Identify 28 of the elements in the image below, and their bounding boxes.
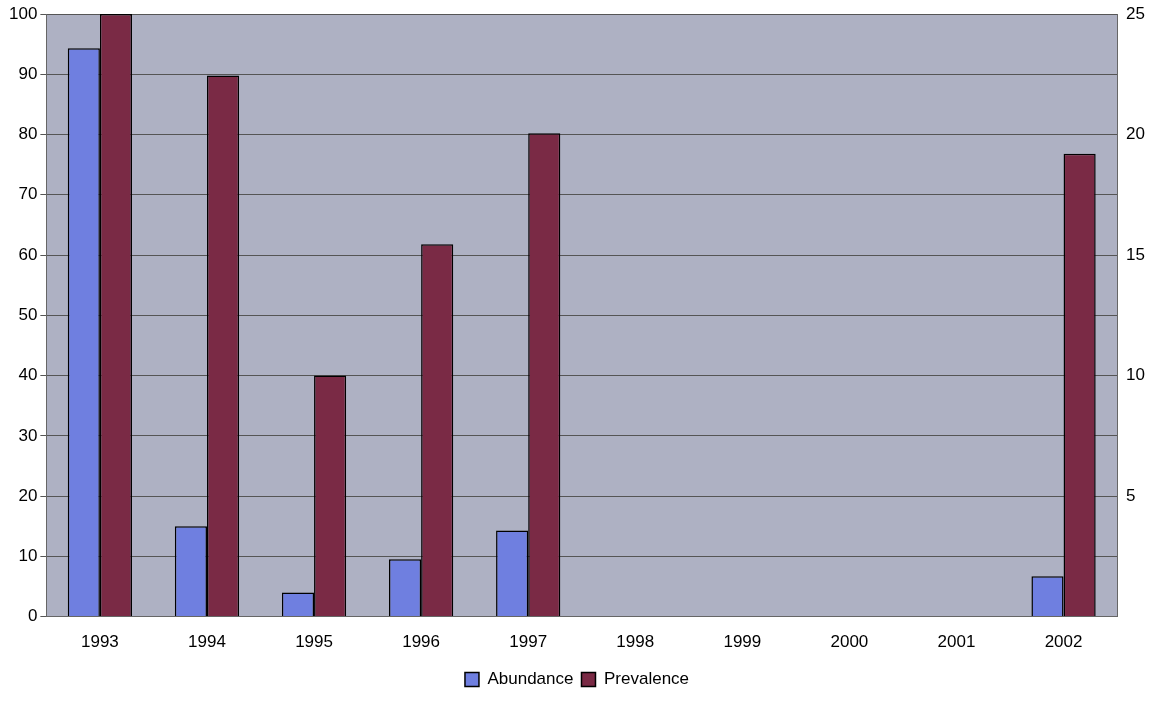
y-tick-label: 100 <box>8 3 38 23</box>
legend-label: Abundance <box>487 669 574 689</box>
y-tick-label: 0 <box>27 606 38 626</box>
y2-tick-label: 15 <box>1126 244 1146 264</box>
x-tick-label: 1998 <box>616 632 655 652</box>
y-tick-label: 50 <box>18 304 38 324</box>
x-tick-label: 1993 <box>80 632 119 652</box>
y2-tick-label: 5 <box>1126 485 1136 505</box>
y-tick-label: 20 <box>18 485 38 505</box>
y-tick-label: 30 <box>18 425 38 445</box>
y-tick-label: 90 <box>18 63 38 83</box>
y2-tick-label: 10 <box>1126 365 1146 385</box>
x-tick-label: 1996 <box>402 632 441 652</box>
x-tick-label: 2001 <box>937 632 976 652</box>
y-tick-label: 10 <box>18 546 38 566</box>
y2-tick-label: 20 <box>1126 124 1146 144</box>
x-tick-label: 1999 <box>723 632 762 652</box>
y-tick-label: 70 <box>18 184 38 204</box>
x-tick-label: 2000 <box>830 632 869 652</box>
x-tick-label: 1997 <box>509 632 548 652</box>
y-tick-label: 40 <box>18 365 38 385</box>
x-tick-label: 1994 <box>188 632 226 652</box>
x-tick-label: 1995 <box>295 632 333 652</box>
y-tick-label: 80 <box>18 124 38 144</box>
x-tick-label: 2002 <box>1044 632 1083 652</box>
y2-tick-label: 25 <box>1126 3 1146 23</box>
y-tick-label: 60 <box>18 244 38 264</box>
legend-label: Prevalence <box>603 669 690 689</box>
